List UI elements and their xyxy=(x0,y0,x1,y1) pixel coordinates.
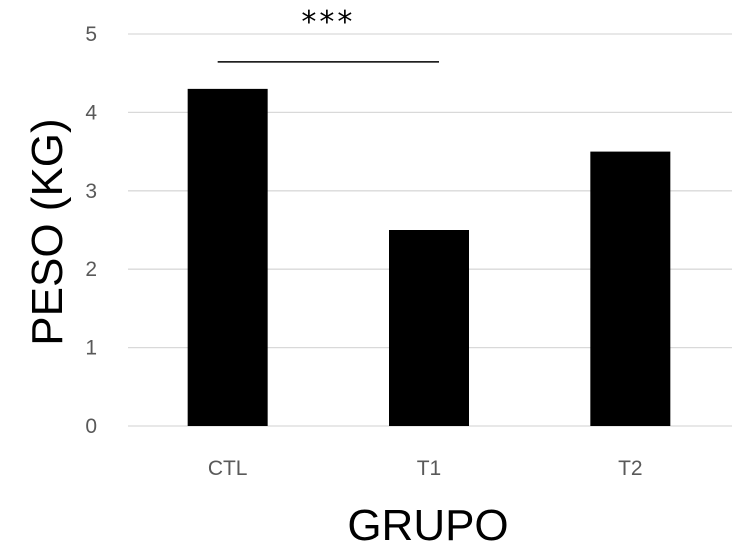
y-tick-label: 4 xyxy=(85,101,97,124)
y-tick-label: 0 xyxy=(85,415,97,438)
y-axis-ticks: 0 1 2 3 4 5 xyxy=(85,23,97,438)
y-tick-label: 2 xyxy=(85,258,97,281)
significance-label: *** xyxy=(301,5,355,40)
y-axis-title: PESO (KG) xyxy=(23,118,72,345)
x-tick-label: T1 xyxy=(417,457,442,480)
x-tick-label: CTL xyxy=(208,457,248,480)
bar-ctl xyxy=(188,89,268,426)
x-tick-label: T2 xyxy=(618,457,643,480)
y-tick-label: 3 xyxy=(85,180,97,203)
bar-t2 xyxy=(590,152,670,426)
y-tick-label: 1 xyxy=(85,337,97,360)
y-tick-label: 5 xyxy=(85,23,97,46)
x-axis-ticks: CTL T1 T2 xyxy=(208,457,643,480)
x-axis-title: GRUPO xyxy=(347,501,508,548)
bars xyxy=(188,89,671,426)
bar-t1 xyxy=(389,230,469,426)
